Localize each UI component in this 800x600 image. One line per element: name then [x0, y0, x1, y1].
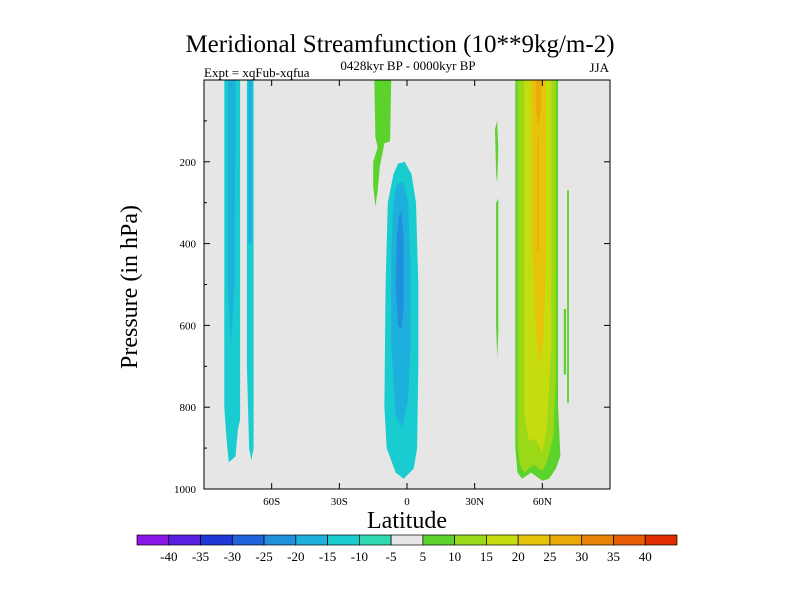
colorbar-swatch	[263, 534, 297, 546]
colorbar-label: -20	[287, 549, 304, 564]
colorbar-label: -25	[255, 549, 272, 564]
y-axis-label: Pressure (in hPa)	[117, 205, 143, 369]
colorbar-swatch	[517, 534, 551, 546]
colorbar-label: 15	[480, 549, 493, 564]
y-tick-label: 400	[180, 239, 197, 251]
colorbar-swatch	[549, 534, 583, 546]
region-far-north-sliver-lower	[563, 309, 566, 375]
colorbar-swatch	[613, 534, 646, 546]
y-tick-label: 1000	[174, 484, 197, 496]
region-far-north-sliver	[567, 190, 569, 404]
colorbar-swatch	[136, 534, 170, 546]
colorbar-label: -40	[160, 549, 177, 564]
y-tick-label: 200	[180, 157, 197, 169]
colorbar-label: 20	[512, 549, 525, 564]
colorbar-swatch	[454, 534, 487, 546]
region-northern-core-thin	[537, 137, 539, 252]
colorbar-swatch	[486, 534, 519, 546]
colorbar-swatch	[168, 534, 201, 546]
colorbar-label: 35	[607, 549, 620, 564]
x-axis: 60S 30S 0 30N 60N	[263, 80, 552, 508]
region-hadley-cell-negative-core	[395, 210, 404, 330]
colorbar-label: -5	[386, 549, 397, 564]
colorbar-swatch	[295, 534, 328, 546]
colorbar-swatch	[644, 534, 678, 546]
region-south-polar-cell-core	[227, 80, 236, 346]
region-northern-thin-positive-b	[496, 198, 499, 359]
region-south-narrow-band-core	[248, 80, 252, 244]
colorbar-label: -10	[351, 549, 368, 564]
region-upper-tropical-positive	[373, 80, 392, 207]
colorbar-swatch	[422, 534, 455, 546]
x-tick-label: 0	[404, 496, 410, 508]
season-label: JJA	[589, 60, 609, 75]
y-tick-label: 800	[180, 402, 197, 414]
period-label: 0428kyr BP - 0000kyr BP	[340, 58, 475, 73]
colorbar-swatch	[359, 534, 392, 546]
colorbar-label: -15	[319, 549, 336, 564]
x-axis-label: Latitude	[367, 508, 447, 534]
experiment-label: Expt = xqFub-xqfua	[204, 65, 310, 80]
colorbar: -40 -35 -30 -25 -20 -15 -10 -5 5 10 15 20 25 30 35 40	[136, 534, 678, 564]
x-tick-label: 60N	[533, 496, 552, 508]
colorbar-swatch	[390, 534, 424, 546]
colorbar-label: -30	[224, 549, 241, 564]
chart-title: Meridional Streamfunction (10**9kg/m-2)	[185, 31, 614, 58]
colorbar-label: 10	[448, 549, 461, 564]
y-tick-label: 600	[180, 320, 197, 332]
colorbar-label: 25	[543, 549, 556, 564]
region-northern-positive-25	[535, 80, 542, 125]
contour-regions	[224, 80, 569, 481]
plot-area: 60S 30S 0 30N 60N 200 400 600 800 1000	[174, 79, 611, 508]
x-tick-label: 30N	[465, 496, 484, 508]
region-northern-thin-positive-a	[495, 120, 499, 183]
colorbar-swatch	[200, 534, 233, 546]
colorbar-label: 5	[420, 549, 427, 564]
y-axis: 200 400 600 800 1000	[174, 120, 610, 496]
x-tick-label: 60S	[263, 496, 280, 508]
colorbar-label: -35	[192, 549, 209, 564]
x-tick-label: 30S	[331, 496, 348, 508]
colorbar-swatch	[581, 534, 614, 546]
colorbar-swatch	[327, 534, 360, 546]
colorbar-label: 30	[575, 549, 588, 564]
colorbar-swatch	[231, 534, 265, 546]
colorbar-label: 40	[639, 549, 652, 564]
